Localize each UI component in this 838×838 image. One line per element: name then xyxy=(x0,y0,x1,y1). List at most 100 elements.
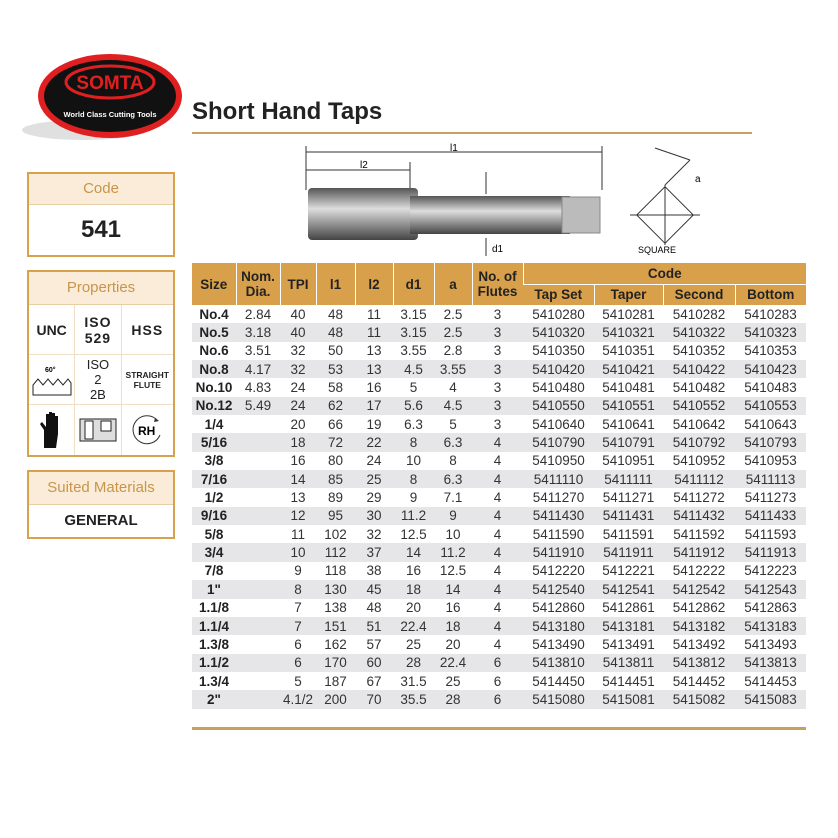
table-cell: 95 xyxy=(316,506,355,526)
table-cell: 32 xyxy=(366,526,382,542)
table-cell: 10 xyxy=(280,543,316,562)
table-cell: 5410422 xyxy=(663,360,735,379)
table-cell: 5410282 xyxy=(672,306,726,322)
tap-diagram: l1 l2 d1 a SQUARE xyxy=(305,143,701,256)
table-cell: 38 xyxy=(366,563,382,579)
header-taper: Taper xyxy=(593,284,663,305)
table-cell: 24 xyxy=(280,396,316,416)
table-cell: 4.1/2 xyxy=(280,690,316,709)
table-cell: 14 xyxy=(434,580,472,599)
table-row: No.6 3.51 32 50 13 3.55 2.8 3 5410350 5410351 5410… xyxy=(192,342,806,360)
header-second: Second xyxy=(662,284,735,305)
table-cell: 5 xyxy=(449,416,457,432)
table-cell xyxy=(236,653,280,672)
table-cell: 80 xyxy=(327,453,344,469)
table-cell: 5411913 xyxy=(735,543,806,562)
table-cell: 16 xyxy=(366,380,382,396)
table-cell: 5414450 xyxy=(532,673,585,689)
table-cell: 51 xyxy=(355,616,393,636)
table-cell: 4 xyxy=(493,636,502,652)
table-cell: 9 xyxy=(434,506,472,526)
table-cell: 53 xyxy=(316,360,355,379)
table-cell: 62 xyxy=(316,396,355,416)
table-cell: 11.2 xyxy=(393,506,434,526)
table-cell: 5414452 xyxy=(672,673,726,689)
table-cell: 17 xyxy=(355,396,393,416)
table-cell: 5410351 xyxy=(602,343,655,359)
prop-hss: HSS xyxy=(121,305,173,355)
table-cell: 4 xyxy=(493,600,502,616)
table-cell: 1.1/4 xyxy=(192,616,236,636)
table-cell: 5413493 xyxy=(744,636,797,652)
table-cell: 60 xyxy=(355,653,393,672)
table-cell: 5410323 xyxy=(735,323,806,342)
table-cell: No.8 xyxy=(192,360,236,379)
table-cell: 3 xyxy=(472,360,523,379)
table-row: 1/4 20 66 19 6.3 5 3 5410640 5410641 5410642 54106… xyxy=(192,415,806,433)
header-bottom: Bottom xyxy=(734,284,806,305)
table-cell: 4 xyxy=(472,506,523,526)
table-cell: 66 xyxy=(327,416,344,432)
suited-materials-box: Suited Materials GENERAL xyxy=(27,470,175,539)
table-cell: 3 xyxy=(472,323,523,342)
a-label: a xyxy=(695,174,701,185)
table-cell: 5410952 xyxy=(672,453,726,469)
table-cell: 9 xyxy=(294,563,302,579)
table-cell: 5/16 xyxy=(192,433,236,452)
table-row: No.4 2.84 40 48 11 3.15 2.5 3 5410280 5410281 5410… xyxy=(192,305,806,323)
table-cell: 32 xyxy=(280,360,316,379)
table-cell: 89 xyxy=(327,490,344,506)
table-cell: 12.5 xyxy=(400,526,427,542)
table-cell: 5410421 xyxy=(594,360,663,379)
header-tpi: TPI xyxy=(279,263,316,305)
table-cell: 130 xyxy=(316,580,355,599)
table-cell: 22.4 xyxy=(434,653,472,672)
code-value: 541 xyxy=(80,216,122,243)
table-cell: 5411912 xyxy=(663,543,735,562)
table-row: 1.1/8 7 138 48 20 16 4 5412860 5412861 5412862 541… xyxy=(192,599,806,617)
table-cell: 151 xyxy=(316,616,355,636)
table-cell: 162 xyxy=(324,636,347,652)
table-cell: 5412542 xyxy=(663,580,735,599)
table-cell: 5412223 xyxy=(744,563,797,579)
table-cell: 72 xyxy=(316,433,355,452)
table-row: 7/16 14 85 25 8 6.3 4 5411110 5411111 5411112 5411… xyxy=(192,470,806,489)
table-row: 1.1/4 7 151 51 22.4 18 4 5413180 5413181 5413182 5… xyxy=(192,616,806,636)
table-cell: 9/16 xyxy=(192,506,236,526)
table-cell: 5415082 xyxy=(663,690,735,709)
table-cell: 8 xyxy=(393,470,434,489)
table-cell: 5411113 xyxy=(735,470,806,489)
header-code: Code xyxy=(522,263,806,285)
table-cell: 25 xyxy=(355,470,393,489)
l2-label: l2 xyxy=(360,160,368,171)
table-cell: 18 xyxy=(280,433,316,452)
logo-brand: SOMTA xyxy=(76,73,143,94)
table-cell: 31.5 xyxy=(400,673,427,689)
table-cell: 5410350 xyxy=(532,343,585,359)
table-cell: 5410642 xyxy=(672,416,726,432)
table-cell: 5410640 xyxy=(532,416,585,432)
table-cell: 37 xyxy=(355,543,393,562)
table-cell: 11 xyxy=(366,306,381,322)
table-cell: 5410791 xyxy=(594,433,663,452)
header-flutes: No. of Flutes xyxy=(471,263,523,305)
table-cell: No.10 xyxy=(195,380,233,396)
table-cell: 67 xyxy=(366,673,382,689)
table-row: 3/8 16 80 24 10 8 4 5410950 5410951 5410952 541095… xyxy=(192,452,806,470)
table-cell: 35.5 xyxy=(393,690,434,709)
tap-holder-icon xyxy=(75,405,122,455)
prop-iso529: ISO 529 xyxy=(75,305,122,355)
table-cell: 28 xyxy=(434,690,472,709)
table-cell: 5411270 xyxy=(532,490,585,506)
table-cell: 3.15 xyxy=(400,306,427,322)
table-cell: 5412540 xyxy=(523,580,594,599)
table-cell xyxy=(236,452,280,470)
table-cell: 50 xyxy=(327,343,344,359)
table-cell: 7/16 xyxy=(192,470,236,489)
table-cell: 12 xyxy=(280,506,316,526)
table-cell: 1/4 xyxy=(204,416,224,432)
table-cell: 13 xyxy=(290,490,306,506)
table-cell xyxy=(236,690,280,709)
table-cell xyxy=(236,562,280,580)
table-cell: 4 xyxy=(493,453,502,469)
